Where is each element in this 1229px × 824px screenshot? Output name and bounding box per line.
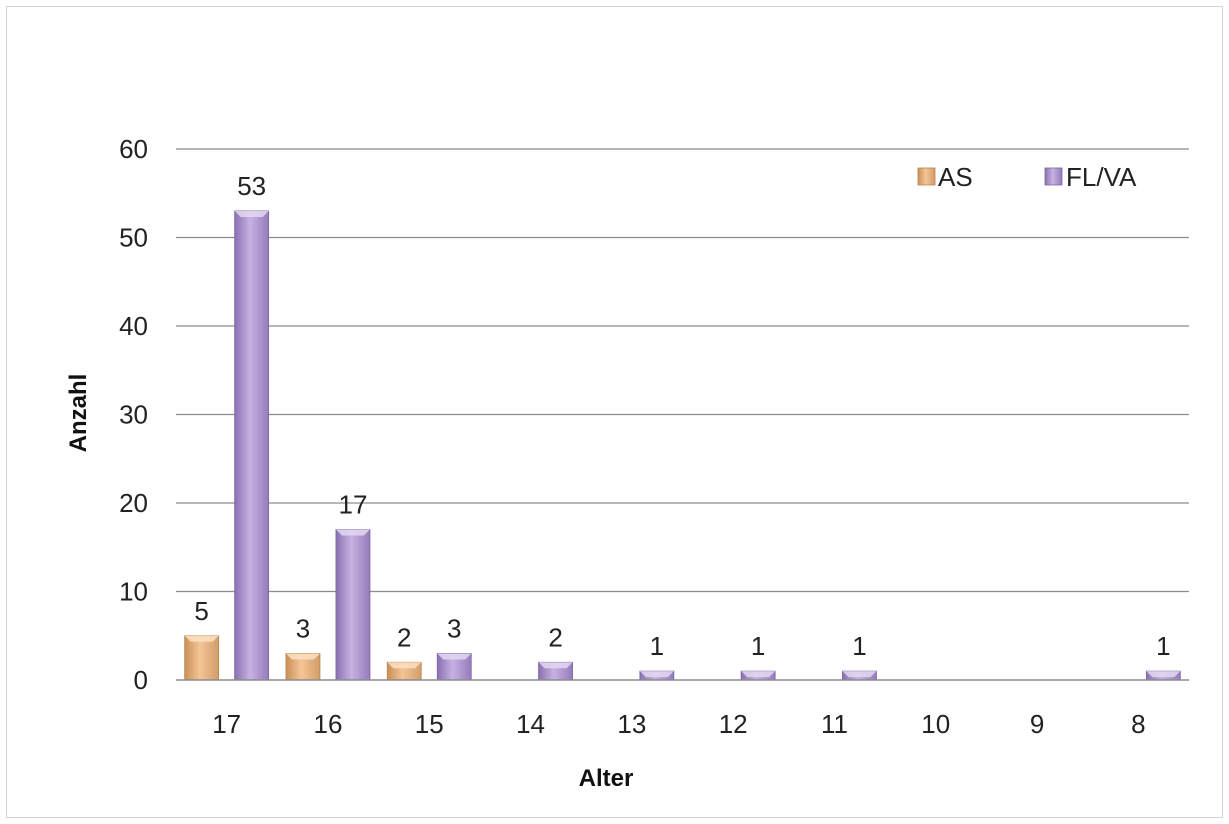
bar-cap-fl-va <box>538 662 573 669</box>
x-tick-label: 14 <box>516 709 545 739</box>
y-tick-label: 60 <box>119 134 148 164</box>
data-label-as: 5 <box>194 596 208 626</box>
x-tick-label: 15 <box>415 709 444 739</box>
x-tick-label: 17 <box>212 709 241 739</box>
legend-label-as: AS <box>938 162 973 192</box>
bar-cap-fl-va <box>437 653 472 660</box>
bar-cap-fl-va <box>842 671 877 678</box>
legend-swatch-as <box>917 167 936 186</box>
x-axis-title: Alter <box>579 765 634 792</box>
legend-swatch-flva <box>1044 167 1063 186</box>
x-axis-ticks: 17 16 15 14 13 12 11 10 9 8 <box>212 709 1145 739</box>
bar-cap-as <box>184 635 219 642</box>
y-axis-ticks: 0 10 20 30 40 50 60 <box>119 134 148 695</box>
y-tick-label: 20 <box>119 488 148 518</box>
bar-cap-as <box>387 662 422 669</box>
y-tick-label: 0 <box>134 665 148 695</box>
bar-as <box>184 635 220 681</box>
bar-cap-fl-va <box>335 529 370 536</box>
bars <box>184 210 1181 681</box>
x-tick-label: 10 <box>921 709 950 739</box>
x-tick-label: 16 <box>313 709 342 739</box>
data-label-fl-va: 1 <box>1156 631 1170 661</box>
data-label-fl-va: 1 <box>751 631 765 661</box>
legend: AS FL/VA <box>917 162 1137 192</box>
x-tick-label: 12 <box>719 709 748 739</box>
x-tick-label: 13 <box>617 709 646 739</box>
chart-frame <box>6 6 1223 818</box>
x-tick-label: 8 <box>1131 709 1145 739</box>
data-label-fl-va: 17 <box>338 490 367 520</box>
y-tick-label: 50 <box>119 223 148 253</box>
data-label-fl-va: 2 <box>548 622 562 652</box>
bar-cap-as <box>285 653 320 660</box>
data-label-fl-va: 1 <box>852 631 866 661</box>
x-tick-label: 11 <box>821 709 848 739</box>
data-label-as: 3 <box>296 613 310 643</box>
y-tick-label: 30 <box>119 400 148 430</box>
data-label-fl-va: 1 <box>650 631 664 661</box>
data-label-as: 2 <box>397 622 411 652</box>
y-axis-title: Anzahl <box>65 374 92 453</box>
x-tick-label: 9 <box>1030 709 1044 739</box>
y-tick-label: 10 <box>119 577 148 607</box>
legend-label-flva: FL/VA <box>1066 162 1137 192</box>
y-tick-label: 40 <box>119 311 148 341</box>
bar-fl-va <box>335 529 371 681</box>
data-labels: 5 53 3 17 2 3 2 1 1 1 1 <box>194 171 1170 661</box>
data-label-fl-va: 3 <box>447 613 461 643</box>
bar-cap-fl-va <box>1146 671 1181 678</box>
gridlines <box>176 148 1189 593</box>
data-label-fl-va: 53 <box>237 171 266 201</box>
bar-fl-va <box>234 210 270 681</box>
bar-cap-fl-va <box>234 210 269 217</box>
bar-cap-fl-va <box>741 671 776 678</box>
bar-cap-fl-va <box>639 671 674 678</box>
